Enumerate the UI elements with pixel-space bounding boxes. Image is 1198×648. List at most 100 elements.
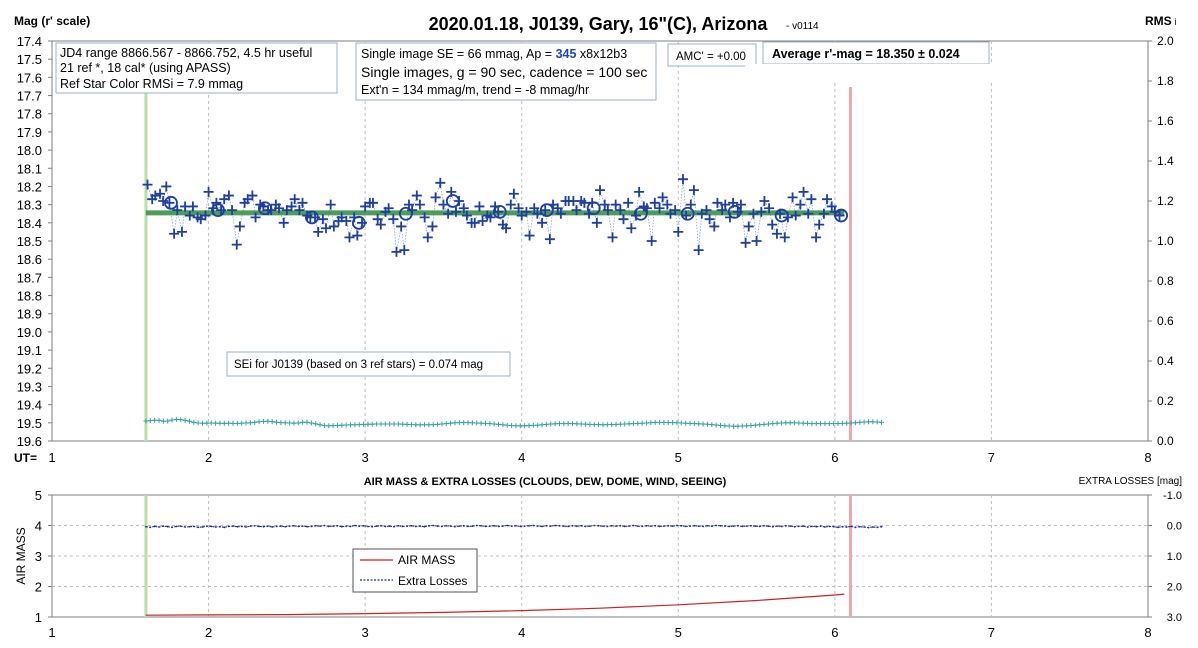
single-image-point xyxy=(286,201,297,212)
rms-point xyxy=(713,422,719,428)
extra-losses-point xyxy=(414,525,417,528)
extra-losses-point xyxy=(262,525,265,528)
average-point xyxy=(211,203,225,217)
extra-losses-point xyxy=(663,525,665,528)
rms-point xyxy=(500,422,506,428)
rms-point xyxy=(217,420,223,426)
rms-point xyxy=(574,421,580,427)
extra-losses-point xyxy=(636,525,639,528)
extra-losses-point xyxy=(597,524,600,527)
lower-series xyxy=(144,495,883,617)
lower-chart-title: AIR MASS & EXTRA LOSSES (CLOUDS, DEW, DO… xyxy=(364,476,727,488)
average-point xyxy=(398,206,413,221)
rms-point xyxy=(343,422,349,428)
extra-losses-point xyxy=(880,525,883,528)
single-image-point xyxy=(396,221,407,232)
extra-losses-point xyxy=(223,526,226,529)
extra-losses-point xyxy=(728,525,731,528)
rms-point xyxy=(152,417,158,423)
lower-y-tick-label: 3 xyxy=(35,549,42,564)
rms-point xyxy=(387,421,393,427)
rms-point xyxy=(548,421,554,427)
upper-y-tick-label: 18.2 xyxy=(17,179,42,194)
extra-losses-point xyxy=(819,525,822,528)
extra-losses-point xyxy=(419,525,422,528)
rms-point xyxy=(369,421,375,427)
extra-losses-point xyxy=(536,525,539,528)
extra-losses-point xyxy=(310,525,313,528)
rms-point xyxy=(731,423,737,429)
rms-point xyxy=(326,423,332,429)
single-image-point xyxy=(814,219,825,230)
lower-x-tick-label: 1 xyxy=(48,625,55,640)
extra-losses-point xyxy=(327,525,330,528)
extra-losses-point xyxy=(545,524,548,527)
extra-losses-point xyxy=(602,525,604,528)
single-image-point xyxy=(176,226,187,237)
average-point xyxy=(164,195,178,210)
single-image-point xyxy=(250,212,261,223)
rms-point xyxy=(186,418,192,424)
single-image-point xyxy=(756,206,767,217)
extra-losses-point xyxy=(249,525,252,528)
extra-losses-point xyxy=(323,524,326,527)
single-image-point xyxy=(150,190,161,201)
rms-point xyxy=(552,421,558,427)
single-image-point xyxy=(227,205,238,216)
rms-point xyxy=(622,421,628,427)
extra-losses-point xyxy=(615,525,617,528)
single-image-point xyxy=(712,197,723,208)
rms-point xyxy=(461,420,467,426)
upper-y2-tick-label: 1.4 xyxy=(1157,154,1174,168)
upper-x-tick-label: 8 xyxy=(1144,450,1151,465)
single-image-point xyxy=(670,205,681,216)
single-image-point xyxy=(474,201,485,212)
extra-losses-point xyxy=(166,525,169,528)
lower-y2-axis-label: EXTRA LOSSES [mag] xyxy=(1079,476,1183,487)
chart-version: - v0114 xyxy=(786,21,819,32)
rms-point xyxy=(683,420,689,426)
rms-point xyxy=(530,422,536,428)
rms-point xyxy=(800,420,806,426)
rms-point xyxy=(752,422,758,428)
extra-losses-point xyxy=(763,524,765,527)
rms-point xyxy=(578,421,584,427)
rms-point xyxy=(857,419,863,425)
single-image-point xyxy=(544,234,555,245)
extra-losses-point xyxy=(680,524,683,527)
rms-point xyxy=(791,420,797,426)
single-image-point xyxy=(537,217,548,228)
extra-losses-point xyxy=(397,524,400,527)
extra-losses-point xyxy=(776,525,778,528)
lower-y-tick-label: 4 xyxy=(35,519,42,534)
upper-x-tick-label: 3 xyxy=(362,450,369,465)
y2-axis-label-sub: i xyxy=(1175,17,1177,27)
average-point xyxy=(680,206,695,221)
rms-point xyxy=(765,421,771,427)
single-image-point xyxy=(693,245,704,256)
rms-point xyxy=(365,421,371,427)
extra-losses-point xyxy=(871,526,874,528)
single-image-point xyxy=(599,199,610,210)
extra-losses-point xyxy=(767,525,770,528)
rms-point xyxy=(670,420,676,426)
info-ap-suffix: x8x12b3 xyxy=(576,47,627,61)
rms-point xyxy=(626,421,632,427)
upper-y2-tick-label: 0.4 xyxy=(1157,354,1174,368)
single-image-point xyxy=(615,205,626,216)
airmass-line xyxy=(145,593,845,616)
extra-losses-point xyxy=(458,525,461,528)
average-point xyxy=(633,206,648,221)
average-point xyxy=(492,205,507,219)
single-image-point xyxy=(826,201,837,212)
rms-point xyxy=(783,420,789,426)
extra-losses-point xyxy=(467,525,469,528)
rms-point xyxy=(156,417,162,423)
lower-x-tick-label: 7 xyxy=(988,625,995,640)
rms-point xyxy=(639,420,645,426)
extra-losses-point xyxy=(362,524,365,527)
rms-point xyxy=(774,420,780,426)
single-image-point xyxy=(803,208,814,219)
rms-point xyxy=(561,421,567,427)
upper-x-ticks: 1 2 3 4 5 6 7 8 xyxy=(48,450,1151,465)
